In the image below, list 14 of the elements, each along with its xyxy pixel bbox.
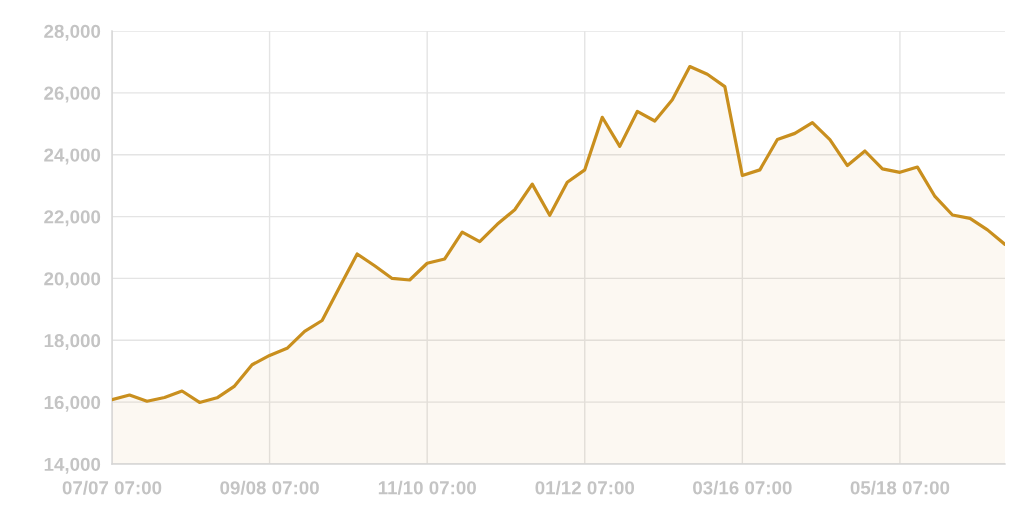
x-tick-label: 07/07 07:00 (62, 480, 162, 495)
y-tick-label: 20,000 (44, 272, 101, 289)
y-tick-label: 22,000 (44, 210, 101, 227)
x-tick-label: 03/16 07:00 (693, 480, 792, 495)
x-tick-label: 01/12 07:00 (535, 480, 635, 495)
x-tick-label: 09/08 07:00 (220, 480, 319, 495)
y-tick-label: 28,000 (44, 24, 101, 41)
y-tick-label: 18,000 (44, 333, 101, 350)
x-tick-label: 11/10 07:00 (378, 480, 476, 495)
y-tick-label: 26,000 (44, 86, 101, 103)
y-tick-label: 14,000 (44, 457, 101, 474)
y-tick-label: 24,000 (44, 148, 101, 165)
x-tick-label: 05/18 07:00 (850, 480, 950, 495)
y-tick-label: 16,000 (44, 395, 101, 412)
